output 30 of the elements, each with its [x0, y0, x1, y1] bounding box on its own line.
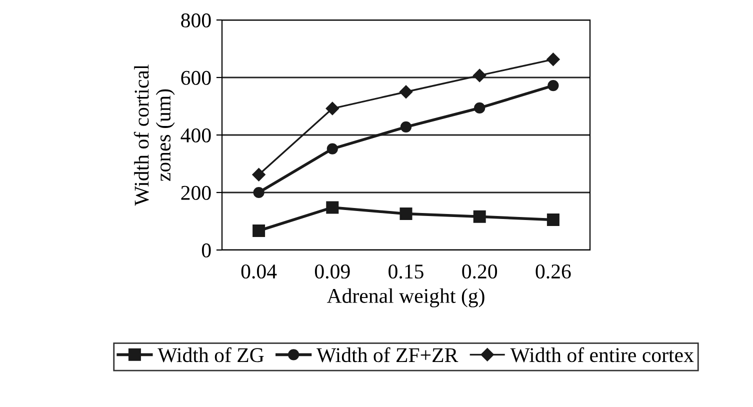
- point: [546, 52, 560, 66]
- point: [252, 224, 266, 237]
- x-tick-label: 0.26: [536, 264, 571, 279]
- point: [548, 80, 559, 92]
- y-tick-label: 800: [181, 13, 211, 28]
- point: [326, 143, 338, 154]
- point: [474, 102, 486, 114]
- x-tick-label: 0.15: [388, 264, 424, 279]
- legend-label: Width of entire cortex: [510, 347, 694, 362]
- point: [473, 210, 486, 223]
- point: [399, 85, 413, 98]
- point: [400, 208, 412, 220]
- x-tick-label: 0.04: [241, 264, 277, 279]
- y-axis-title: Width of cortical zones (um): [134, 64, 175, 206]
- point: [252, 168, 266, 182]
- point: [546, 214, 560, 226]
- x-tick-label: 0.09: [314, 264, 350, 279]
- legend-label: Width of ZF+ZR: [316, 347, 458, 362]
- x-tick-label: 0.20: [462, 264, 498, 279]
- point: [473, 68, 486, 82]
- point: [400, 121, 412, 133]
- point: [253, 186, 264, 198]
- point: [326, 102, 339, 116]
- y-tick-label: 200: [181, 186, 211, 200]
- y-tick-label: 0: [202, 243, 211, 258]
- point: [326, 201, 339, 214]
- y-tick-label: 400: [180, 128, 211, 142]
- y-tick-label: 600: [181, 70, 211, 85]
- x-axis-title: Adrenal weight (g): [326, 288, 484, 308]
- legend-label: Width of ZG: [158, 347, 264, 362]
